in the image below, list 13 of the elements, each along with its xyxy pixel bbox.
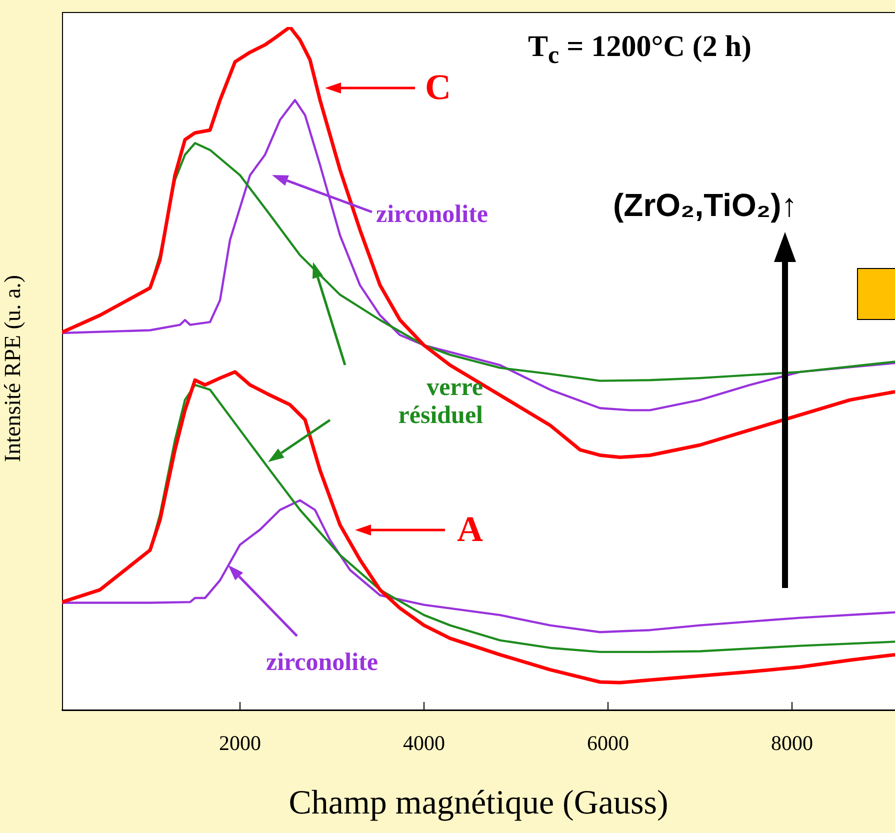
y-axis-title: Intensité RPE (u. a.) [0, 274, 25, 462]
annotation: zirconolite [376, 201, 488, 228]
x-tick-label: 6000 [586, 731, 629, 756]
x-tick-label: 4000 [402, 731, 445, 756]
annotation: A [457, 509, 483, 550]
x-axis-title: Champ magnétique (Gauss) [288, 784, 668, 822]
annotation: T$_{c}$ = 1200°C (2 h) [528, 30, 752, 70]
annotation: C [425, 67, 451, 108]
x-tick-label: 2000 [219, 731, 262, 756]
annotation: zirconolite [266, 649, 378, 676]
annotation: verre résiduel [397, 374, 483, 429]
x-tick-label: 8000 [770, 731, 813, 756]
annotation: (ZrO₂,TiO₂)↑ [613, 187, 798, 224]
